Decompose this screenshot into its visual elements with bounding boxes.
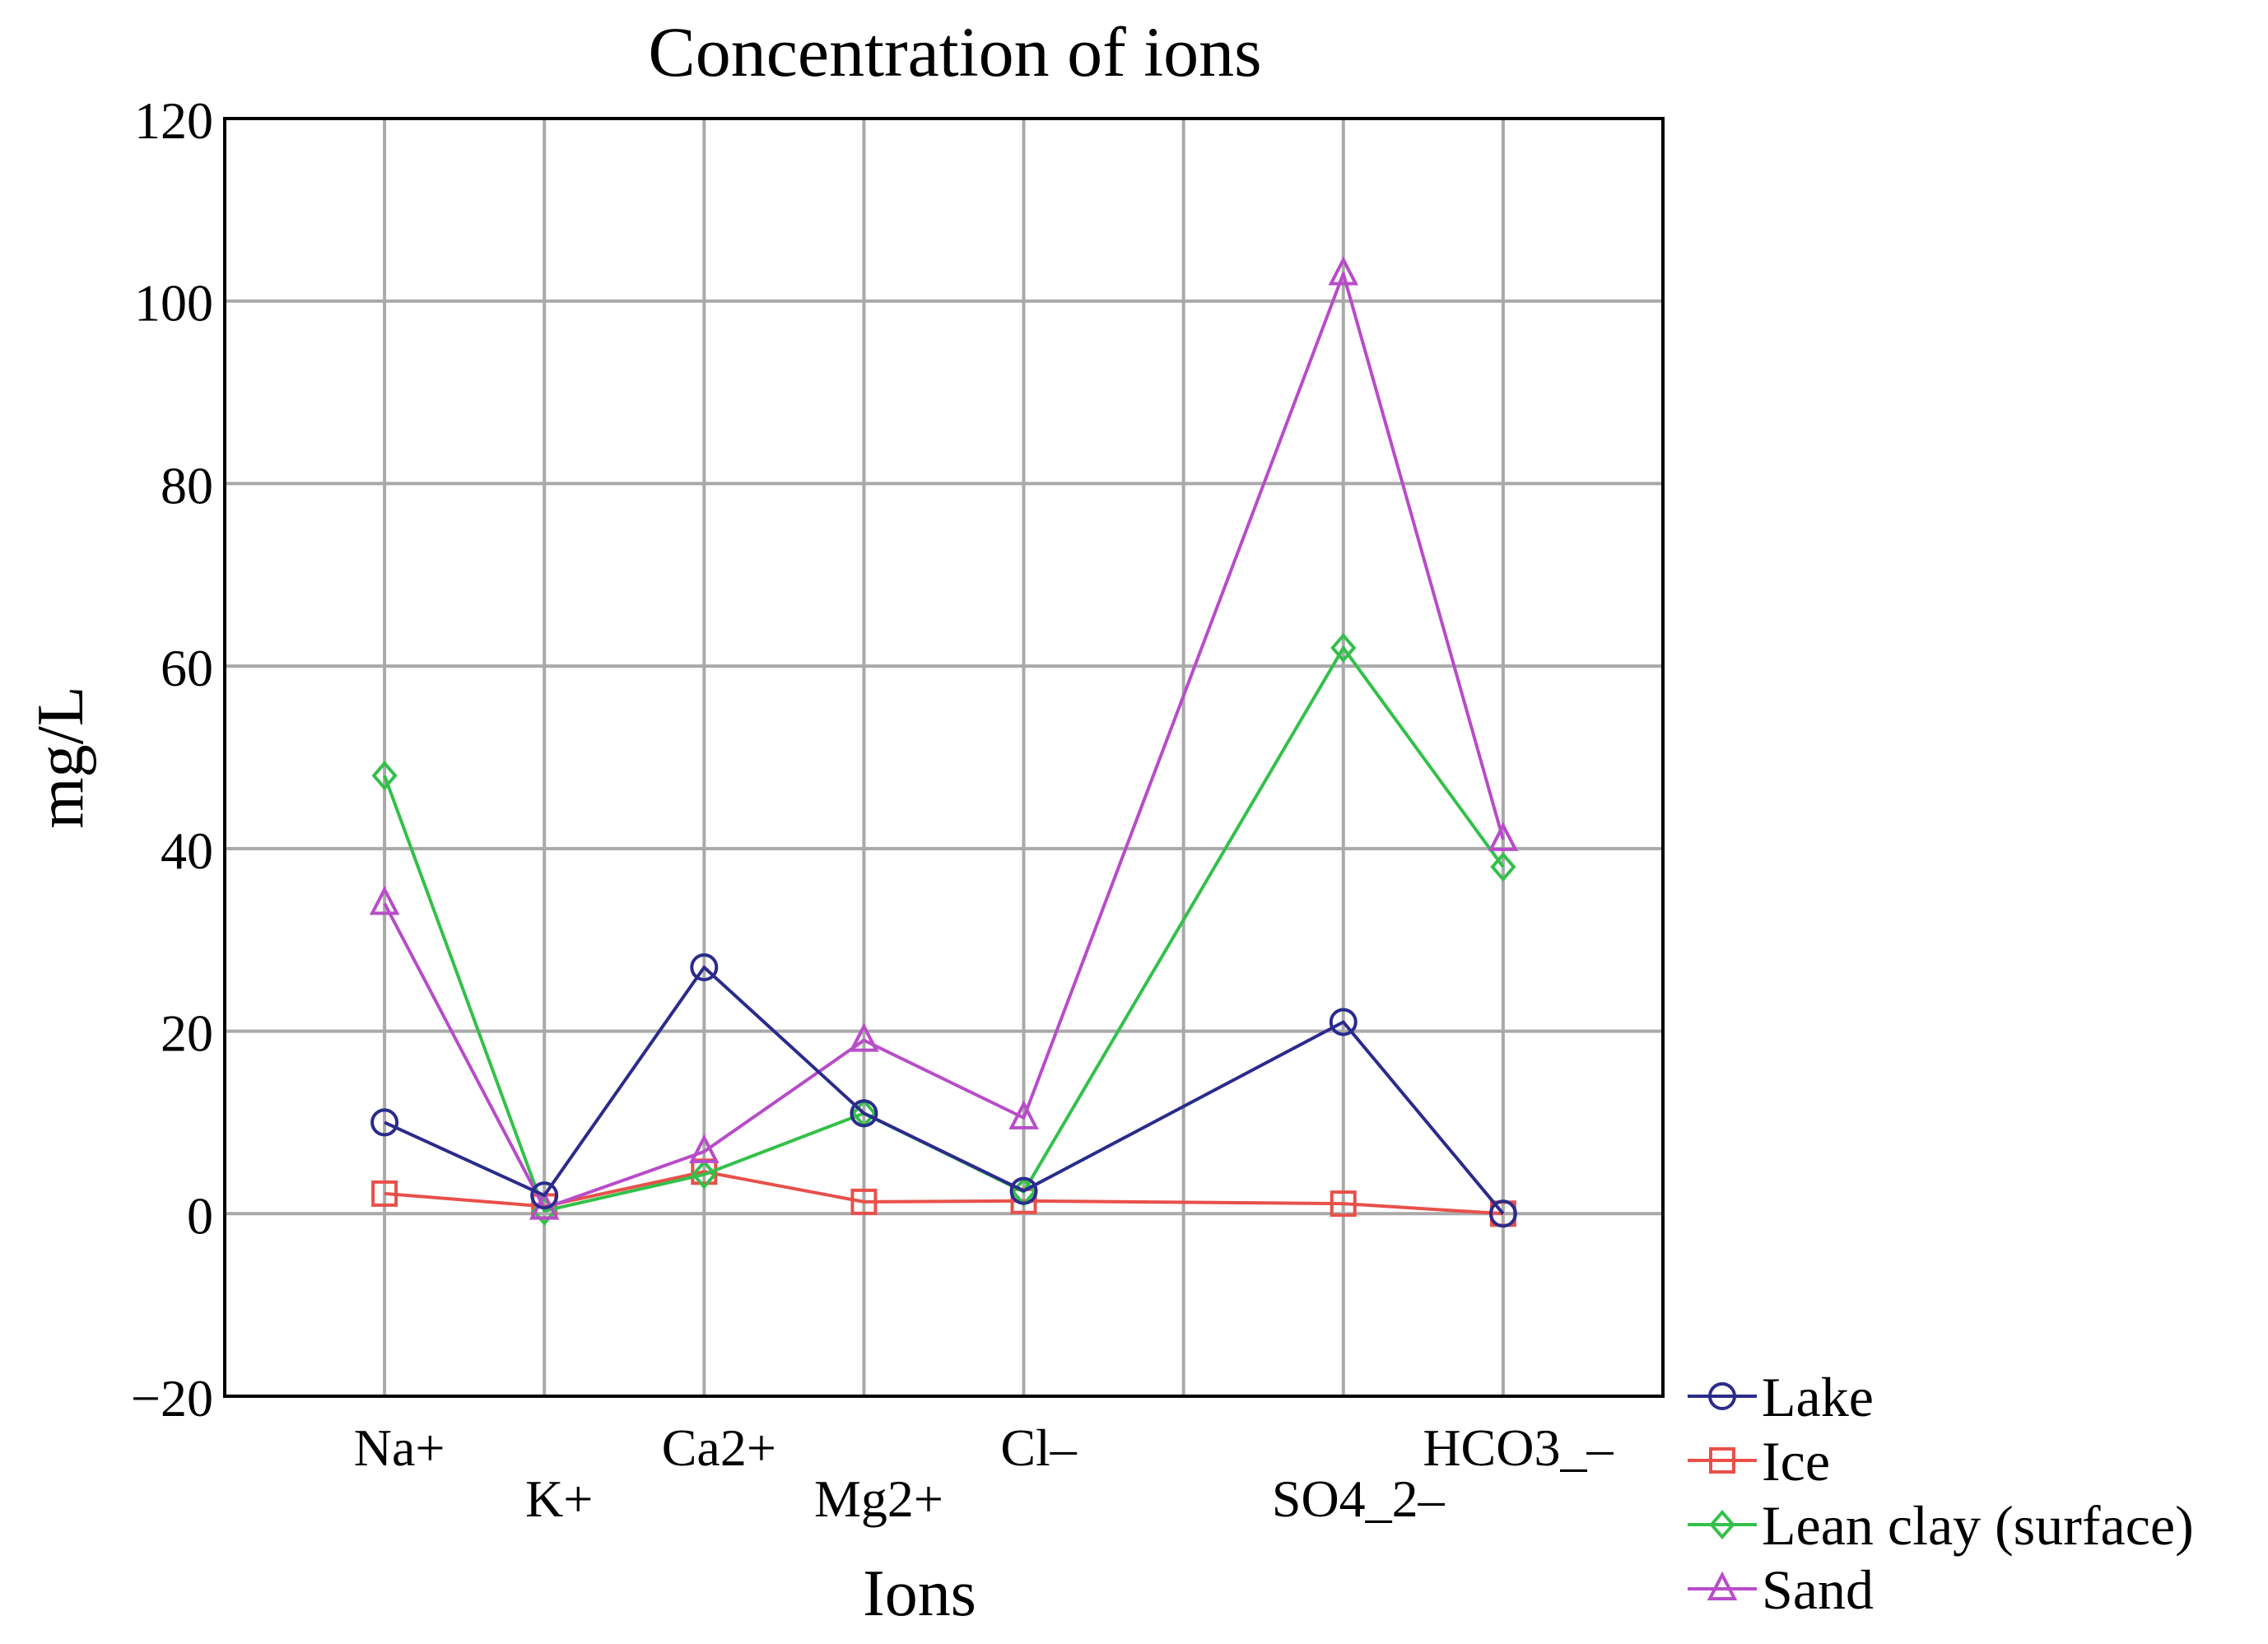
data-point: [689, 1134, 720, 1163]
data-point: [530, 1181, 559, 1210]
plot-area-frame: [223, 117, 1665, 1398]
x-tick-label: HCO3_–: [1423, 1418, 1614, 1477]
data-point: [369, 886, 400, 915]
legend-label: Ice: [1762, 1430, 1830, 1493]
y-tick-label: 80: [161, 456, 213, 515]
y-tick-label: 20: [161, 1004, 213, 1063]
data-point: [1707, 1571, 1738, 1600]
data-point: [1008, 1100, 1039, 1129]
data-point: [371, 761, 398, 791]
grid: [225, 119, 1663, 1396]
data-point: [850, 1099, 878, 1128]
x-tick-label: K+: [525, 1469, 593, 1528]
legend-label: Sand: [1762, 1558, 1874, 1621]
x-axis-label: Ions: [863, 1558, 976, 1630]
data-point: [849, 1022, 879, 1052]
y-tick-label: −20: [131, 1369, 213, 1427]
data-point: [1488, 822, 1519, 851]
legend-item: Sand: [1688, 1558, 1874, 1621]
chart-title: Concentration of ions: [648, 12, 1261, 91]
data-point: [1330, 1190, 1357, 1218]
series-lake: [370, 952, 1517, 1228]
series-layer: [369, 256, 1519, 1228]
data-point: [1708, 1382, 1736, 1410]
data-point: [1328, 256, 1359, 286]
y-tick-label: 120: [134, 91, 213, 150]
data-point: [1330, 632, 1357, 664]
y-axis-label: mg/L: [25, 686, 97, 828]
x-axis-ticks: Na+ K+ Ca2+ Mg2+ Cl– SO4_2–HCO3_–: [354, 1418, 1614, 1528]
data-point: [1329, 1008, 1358, 1036]
data-point: [370, 1108, 399, 1137]
y-tick-label: 60: [161, 639, 213, 697]
legend-item: Lean clay (surface): [1688, 1494, 2194, 1557]
data-point: [850, 1188, 878, 1215]
x-tick-label: Na+: [354, 1418, 445, 1477]
legend-item: Lake: [1688, 1366, 1874, 1428]
data-point: [690, 952, 719, 981]
data-point: [691, 1159, 717, 1190]
data-point: [1488, 1199, 1517, 1228]
x-tick-label: SO4_2–: [1272, 1469, 1446, 1528]
x-tick-label: Mg2+: [814, 1469, 943, 1528]
x-tick-label: Cl–: [1000, 1418, 1077, 1477]
series-line: [384, 965, 1505, 1215]
y-axis-ticks: −20 0 20 40 60 80 100 120: [131, 91, 213, 1427]
x-tick-label: Ca2+: [662, 1418, 776, 1477]
legend-label: Lean clay (surface): [1762, 1494, 2194, 1557]
y-tick-label: 100: [134, 274, 213, 333]
data-point: [371, 1180, 398, 1207]
data-point: [1709, 1447, 1735, 1474]
data-point: [1490, 851, 1516, 883]
legend-item: Ice: [1688, 1430, 1830, 1493]
y-tick-label: 40: [161, 822, 213, 880]
data-point: [1009, 1176, 1038, 1205]
legend-label: Lake: [1762, 1366, 1874, 1428]
y-tick-label: 0: [187, 1186, 213, 1245]
data-point: [1709, 1509, 1735, 1540]
